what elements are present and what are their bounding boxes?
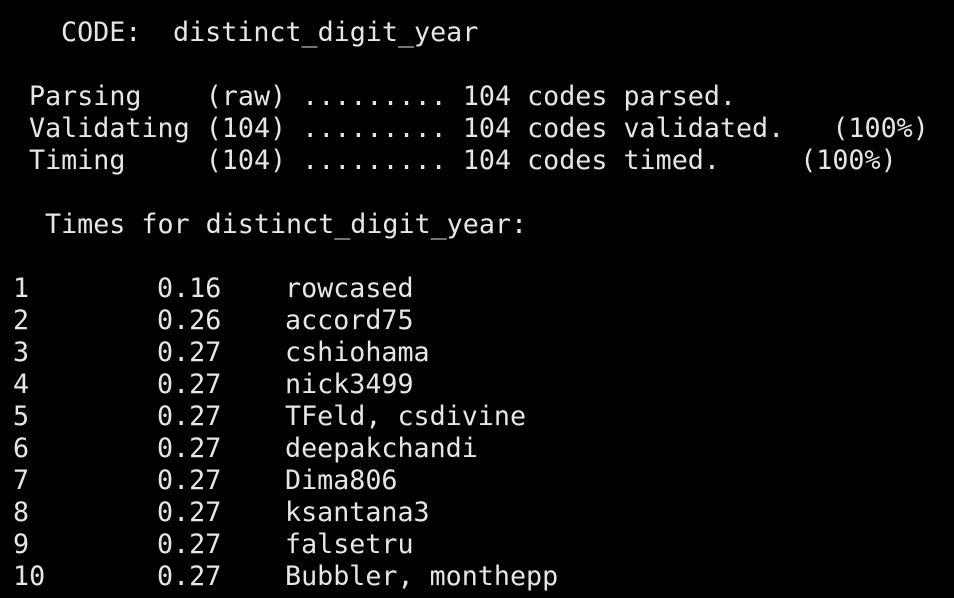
table-heading: Times for distinct_digit_year:	[45, 209, 528, 240]
code-title: distinct_digit_year	[173, 17, 479, 48]
cell-time: 0.26	[157, 305, 222, 336]
cell-name: ksantana3	[285, 497, 430, 528]
status-line: Parsing (raw) ......... 104 codes parsed…	[29, 81, 736, 112]
code-label: CODE:	[61, 17, 142, 48]
cell-rank: 7	[13, 465, 30, 496]
cell-rank: 3	[13, 337, 30, 368]
cell-name: deepakchandi	[285, 433, 478, 464]
cell-rank: 9	[13, 529, 30, 560]
cell-rank: 1	[13, 273, 30, 304]
cell-time: 0.27	[157, 369, 222, 400]
cell-time: 0.16	[157, 273, 222, 304]
cell-time: 0.27	[157, 465, 222, 496]
cell-name: rowcased	[285, 273, 414, 304]
cell-time: 0.27	[157, 337, 222, 368]
cell-time: 0.27	[157, 433, 222, 464]
cell-time: 0.27	[157, 561, 222, 592]
cell-name: accord75	[285, 305, 414, 336]
cell-name: nick3499	[285, 369, 414, 400]
cell-name: cshiohama	[285, 337, 430, 368]
cell-name: TFeld, csdivine	[285, 401, 527, 432]
cell-name: falsetru	[285, 529, 414, 560]
cell-name: Bubbler, monthepp	[285, 561, 559, 592]
status-line: Validating (104) ......... 104 codes val…	[29, 113, 929, 144]
cell-rank: 2	[13, 305, 30, 336]
status-line: Timing (104) ......... 104 codes timed. …	[29, 145, 897, 176]
cell-rank: 8	[13, 497, 30, 528]
cell-name: Dima806	[285, 465, 398, 496]
cell-time: 0.27	[157, 529, 222, 560]
cell-rank: 5	[13, 401, 30, 432]
cell-rank: 6	[13, 433, 30, 464]
cell-rank: 4	[13, 369, 30, 400]
cell-time: 0.27	[157, 401, 222, 432]
cell-rank: 10	[13, 561, 46, 592]
cell-time: 0.27	[157, 497, 222, 528]
